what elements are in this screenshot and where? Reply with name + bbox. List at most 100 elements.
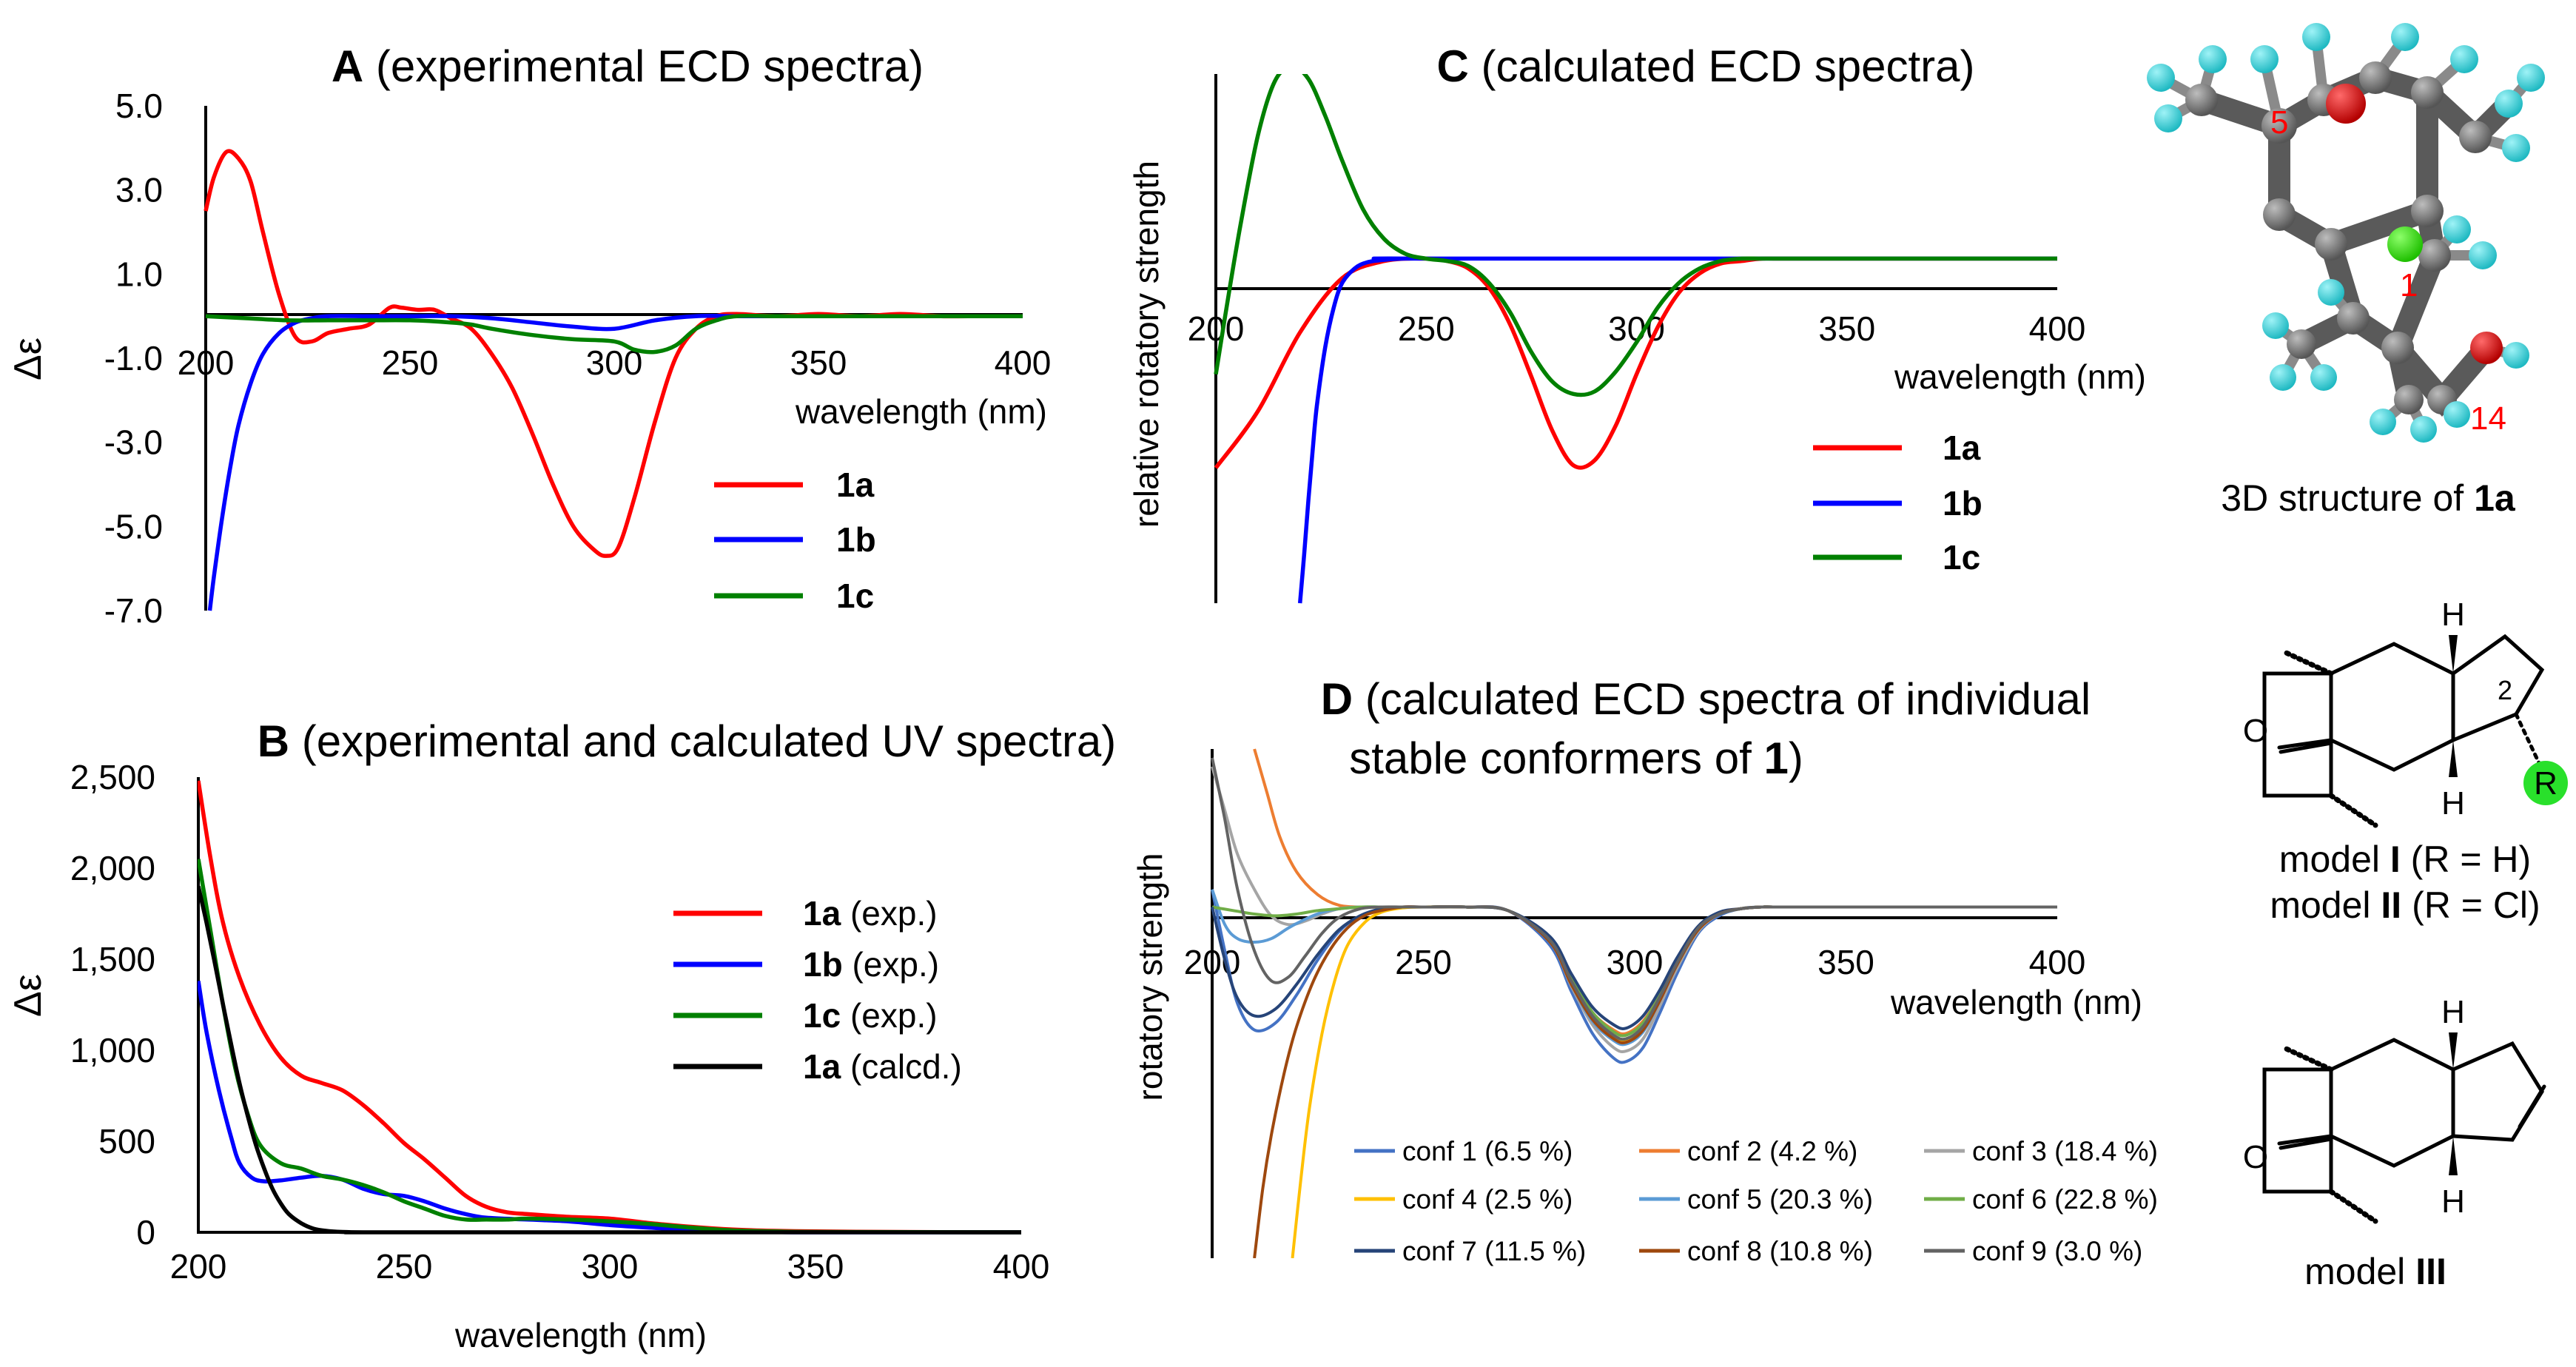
- series-line-a-1c: [205, 314, 1023, 355]
- panel-c-title: C (calculated ECD spectra): [1437, 41, 1975, 91]
- series-line-c-1a: [1214, 256, 2057, 470]
- y-tick-label-b-5: 0: [136, 1213, 155, 1252]
- x-tick-label-b-200: 200: [170, 1247, 227, 1286]
- model-iii-h-bottom: H: [2441, 1183, 2465, 1220]
- structure-3d-caption: 3D structure of 1a: [2221, 477, 2516, 519]
- panel-c-legend: 1a 1b 1c: [1813, 429, 1983, 577]
- model-i-ii-structure: H H 2 O R model I (R = H) model II (R = …: [2243, 597, 2568, 926]
- panel-a: A (experimental ECD spectra) 5.0 3.0 1.0 -1…: [7, 41, 1051, 630]
- wedge-bond-h-top: [2449, 635, 2458, 674]
- hydrogen-atoms: [2147, 23, 2545, 443]
- y-tick-label-b-0: 2,500: [70, 758, 155, 796]
- y-tick-label-a-5: -5.0: [104, 507, 163, 545]
- panel-d-y-label: rotatory strength: [1131, 853, 1169, 1101]
- model-i-oxygen: O: [2243, 713, 2268, 749]
- model-iii-oxygen: O: [2243, 1139, 2268, 1175]
- molecule-3d: 5 1 14 3D structure of 1a: [2147, 23, 2545, 519]
- panel-a-x-ticks: 200 250 300 350 400: [178, 343, 1052, 382]
- model-i-r-substituent: [2523, 761, 2568, 805]
- x-tick-label-a-250: 250: [382, 343, 439, 382]
- x-tick-label-b-350: 350: [787, 1247, 844, 1286]
- model-i-h-top: H: [2441, 597, 2465, 633]
- y-tick-label-a-2: 1.0: [115, 255, 163, 293]
- y-tick-label-a-3: -1.0: [104, 339, 163, 377]
- x-tick-label-d-400: 400: [2029, 943, 2086, 981]
- panel-a-x-label: wavelength (nm): [795, 392, 1047, 431]
- series-line-c-1b: [1297, 256, 2057, 604]
- x-tick-label-b-250: 250: [376, 1247, 433, 1286]
- panel-c-series: [1214, 74, 2057, 604]
- panel-b-x-label: wavelength (nm): [454, 1316, 707, 1354]
- series-line-c-1c: [1214, 74, 2057, 397]
- panel-b: B (experimental and calculated UV spectr…: [7, 716, 1116, 1354]
- panel-b-title-text: (experimental and calculated UV spectra): [302, 716, 1117, 766]
- chlorine-substituent-atom: [2387, 226, 2423, 262]
- panel-d-legend: conf 1 (6.5 %) conf 2 (4.2 %) conf 3 (18.4…: [1354, 1136, 2158, 1266]
- y-tick-label-a-0: 5.0: [115, 87, 163, 125]
- panel-c-letter: C: [1437, 41, 1469, 91]
- panel-b-x-ticks: 200 250 300 350 400: [170, 1247, 1050, 1286]
- model-i-locant-2: 2: [2498, 675, 2512, 705]
- y-tick-label-a-6: -7.0: [104, 591, 163, 630]
- panel-b-y-label: Δε: [7, 974, 50, 1017]
- model-iii-caption: model III: [2304, 1251, 2446, 1292]
- atom-label-14: 14: [2470, 400, 2506, 437]
- legend-entry-conf-4: conf 4 (2.5 %): [1402, 1184, 1573, 1215]
- series-line-b-1a-calcd: [198, 885, 1021, 1235]
- legend-entry-conf-7: conf 7 (11.5 %): [1402, 1236, 1586, 1266]
- x-tick-label-a-350: 350: [790, 343, 847, 382]
- y-tick-label-a-4: -3.0: [104, 423, 163, 462]
- y-tick-label-a-1: 3.0: [115, 171, 163, 209]
- panel-b-letter: B: [258, 716, 289, 766]
- panel-d: D (calculated ECD spectra of individual …: [1131, 674, 2158, 1266]
- y-tick-label-b-1: 2,000: [70, 849, 155, 887]
- legend-entry-1a-calcd: 1a (calcd.): [803, 1047, 962, 1086]
- panel-a-letter: A: [332, 41, 363, 91]
- panel-d-title-line1: D (calculated ECD spectra of individual: [1321, 674, 2091, 724]
- panel-d-x-ticks: 200 250 300 350 400: [1184, 943, 2086, 981]
- x-tick-label-b-400: 400: [993, 1247, 1050, 1286]
- legend-entry-1b: 1b: [1943, 484, 1983, 523]
- model-iii-bonds: [2262, 1038, 2546, 1224]
- series-line-d-conf-9-3-0: [1211, 757, 2057, 1041]
- y-tick-label-b-2: 1,500: [70, 940, 155, 978]
- oxygen-atom-hydroxyl: [2470, 332, 2503, 364]
- x-tick-label-a-200: 200: [178, 343, 235, 382]
- model-ii-caption: model II (R = Cl): [2270, 884, 2540, 926]
- model-iii-structure: H H O model III: [2243, 994, 2546, 1292]
- panel-a-title: A (experimental ECD spectra): [332, 41, 924, 91]
- model-i-h-bottom: H: [2441, 785, 2465, 822]
- panel-c-title-text: (calculated ECD spectra): [1482, 41, 1975, 91]
- panel-a-y-label: Δε: [7, 337, 50, 380]
- model-i-ii-bonds: [2262, 634, 2548, 828]
- panel-d-title-line2: stable conformers of 1): [1349, 733, 1803, 783]
- x-tick-label-a-400: 400: [995, 343, 1052, 382]
- wedge-bond-h-bottom: [2449, 740, 2458, 777]
- model-iii-h-top: H: [2441, 994, 2465, 1030]
- panel-c-x-label: wavelength (nm): [1894, 357, 2146, 396]
- legend-entry-conf-9: conf 9 (3.0 %): [1972, 1236, 2142, 1266]
- legend-entry-1a-exp: 1a (exp.): [803, 894, 938, 933]
- wedge-bond-h-top: [2449, 1032, 2458, 1069]
- legend-entry-conf-5: conf 5 (20.3 %): [1687, 1184, 1873, 1215]
- panel-b-title: B (experimental and calculated UV spectr…: [258, 716, 1117, 766]
- y-tick-label-b-4: 500: [98, 1122, 155, 1161]
- molecule-3d-atoms: [2147, 23, 2545, 443]
- legend-entry-conf-6: conf 6 (22.8 %): [1972, 1184, 2158, 1215]
- panel-b-series: [198, 780, 1022, 1235]
- legend-entry-conf-2: conf 2 (4.2 %): [1687, 1136, 1857, 1166]
- x-tick-label-c-200: 200: [1188, 309, 1245, 348]
- panel-d-series: [1211, 748, 2057, 1258]
- panel-d-x-label: wavelength (nm): [1890, 983, 2142, 1021]
- legend-entry-1b-exp: 1b (exp.): [803, 945, 939, 984]
- panel-d-letter: D: [1321, 674, 1353, 724]
- panel-c-x-ticks: 200 250 300 350 400: [1188, 309, 2086, 348]
- legend-entry-1c: 1c: [1943, 538, 1980, 577]
- legend-entry-conf-1: conf 1 (6.5 %): [1402, 1136, 1573, 1166]
- x-tick-label-d-350: 350: [1817, 943, 1874, 981]
- x-tick-label-c-350: 350: [1818, 309, 1875, 348]
- legend-entry-1a: 1a: [836, 466, 875, 504]
- panel-a-legend: 1a 1b 1c: [714, 466, 876, 615]
- atom-label-1: 1: [2400, 267, 2418, 303]
- wedge-bond-h-bottom: [2449, 1136, 2458, 1175]
